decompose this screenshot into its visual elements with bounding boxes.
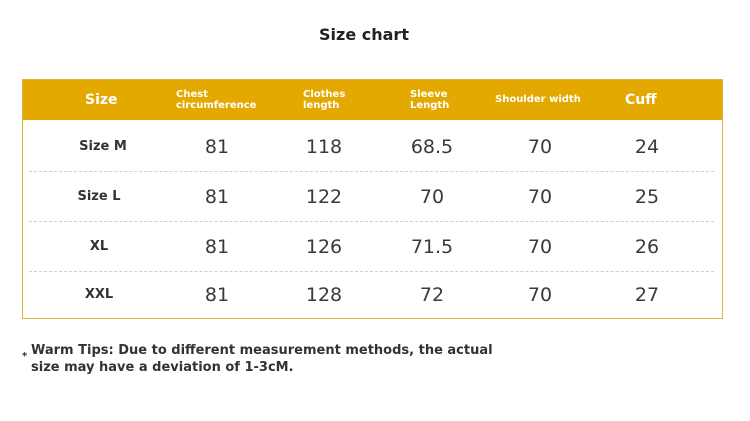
- cell-chest: 81: [204, 135, 230, 158]
- cell-sleeve: 71.5: [410, 235, 454, 258]
- header-length-line2: length: [303, 100, 340, 111]
- tips-line-1: Warm Tips: Due to different measurement …: [31, 343, 493, 358]
- header-shoulder: Shoulder width: [495, 94, 581, 106]
- cell-shoulder: 70: [527, 135, 553, 158]
- cell-cuff: 27: [634, 283, 660, 306]
- cell-chest: 81: [204, 283, 230, 306]
- cell-length: 122: [305, 185, 343, 208]
- cell-sleeve: 70: [419, 185, 445, 208]
- cell-shoulder: 70: [527, 235, 553, 258]
- header-sleeve-line1: Sleeve: [410, 88, 448, 100]
- cell-length: 126: [305, 235, 343, 258]
- cell-sleeve: 68.5: [410, 135, 454, 158]
- header-sleeve-line2: Length: [410, 100, 450, 111]
- row-size: XXL: [84, 287, 114, 302]
- cell-cuff: 26: [634, 235, 660, 258]
- tips-line-2: size may have a deviation of 1-3cM.: [31, 360, 294, 375]
- cell-shoulder: 70: [527, 283, 553, 306]
- header-chest-line2: circumference: [176, 100, 257, 111]
- tips-text: Warm Tips: Due to different measurement …: [31, 342, 501, 376]
- cell-shoulder: 70: [527, 185, 553, 208]
- header-cuff: Cuff: [625, 91, 657, 108]
- header-sleeve: Sleeve Length: [410, 80, 449, 120]
- cell-cuff: 25: [634, 185, 660, 208]
- cell-chest: 81: [204, 185, 230, 208]
- cell-cuff: 24: [634, 135, 660, 158]
- table-header: Size Chest circumference Clothes length …: [23, 80, 722, 120]
- header-chest-line1: Chest: [176, 88, 208, 100]
- row-size: Size L: [77, 189, 121, 204]
- header-size: Size: [85, 91, 118, 108]
- table-row: XXL 81 128 72 70 27: [29, 270, 714, 319]
- cell-length: 118: [305, 135, 343, 158]
- header-length: Clothes length: [303, 80, 345, 120]
- tips-marker: *: [22, 351, 28, 362]
- header-length-line1: Clothes: [303, 88, 346, 100]
- chart-title: Size chart: [319, 25, 409, 44]
- cell-sleeve: 72: [419, 283, 445, 306]
- cell-length: 128: [305, 283, 343, 306]
- table-row: Size M 81 118 68.5 70 24: [29, 122, 714, 172]
- size-table: Size Chest circumference Clothes length …: [22, 79, 723, 319]
- cell-chest: 81: [204, 235, 230, 258]
- row-size: XL: [89, 239, 109, 254]
- table-row: Size L 81 122 70 70 25: [29, 172, 714, 222]
- row-size: Size M: [79, 139, 127, 154]
- header-chest: Chest circumference: [176, 80, 256, 120]
- table-row: XL 81 126 71.5 70 26: [29, 222, 714, 272]
